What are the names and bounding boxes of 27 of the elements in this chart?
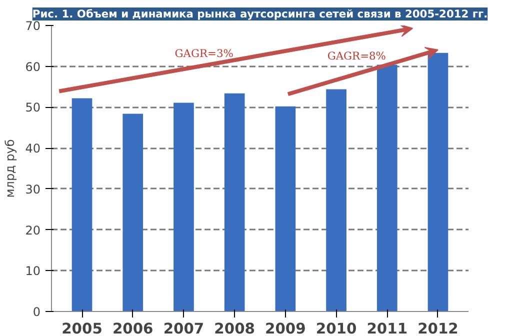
- annotation: GAGR=3%: [174, 46, 234, 60]
- y-tick-label: 40: [25, 142, 41, 156]
- bar: [122, 114, 144, 312]
- annotation: GAGR=8%: [327, 50, 386, 63]
- y-tick-label: 30: [25, 182, 41, 196]
- x-tick-label: 2008: [214, 320, 255, 336]
- bar: [275, 106, 296, 312]
- x-tick-label: 2010: [316, 320, 357, 336]
- chart-title: Рис. 1. Объем и динамика рынка аутсорсинга сетей связи в 2005-2012 гг.: [32, 8, 488, 20]
- y-tick-label: 10: [25, 264, 41, 278]
- y-tick-label: 0: [32, 305, 41, 319]
- bar: [224, 93, 245, 312]
- bar: [72, 98, 92, 312]
- x-tick-label: 2012: [418, 320, 458, 336]
- x-tick-label: 2007: [163, 320, 204, 336]
- x-tick-label: 2011: [366, 320, 408, 336]
- x-tick-label: 2009: [265, 320, 306, 336]
- bar: [326, 89, 346, 312]
- y-tick-label: 60: [25, 60, 41, 74]
- y-tick-label: 70: [25, 19, 41, 33]
- bar: [376, 64, 398, 312]
- x-tick-label: 2005: [62, 320, 102, 336]
- y-axis-title: млрд руб: [3, 139, 18, 198]
- bar: [174, 102, 194, 312]
- y-tick-label: 50: [25, 100, 41, 115]
- x-tick-label: 2006: [112, 320, 154, 336]
- y-tick-label: 20: [25, 223, 41, 238]
